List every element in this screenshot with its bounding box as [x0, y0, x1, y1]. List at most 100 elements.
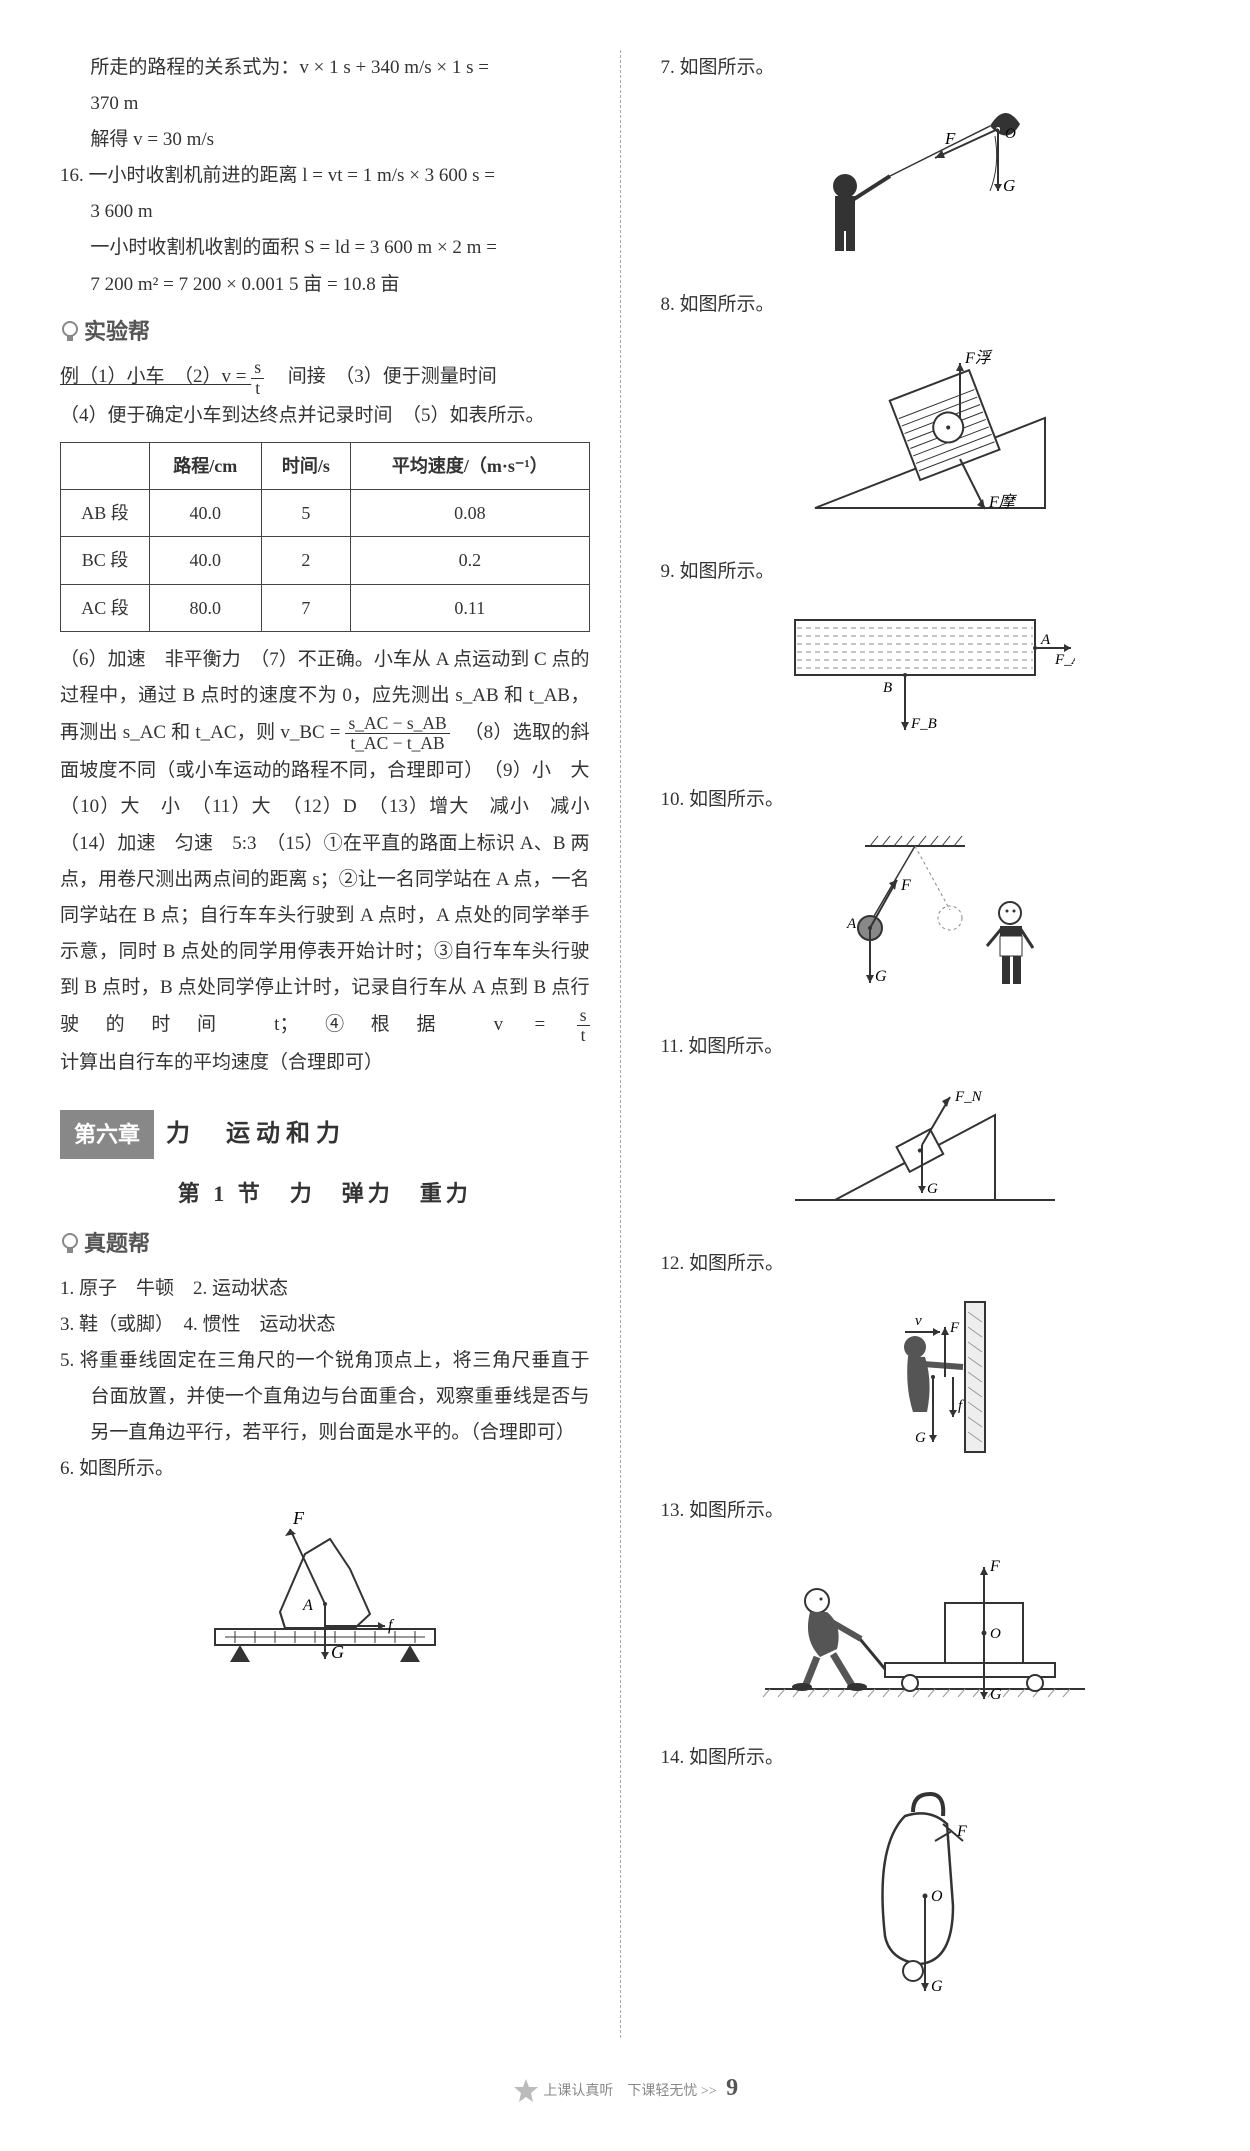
- q-label: 8. 如图所示。: [661, 287, 1191, 323]
- cell: AC 段: [61, 584, 150, 631]
- label-O: O: [1005, 126, 1016, 142]
- label-F: F: [956, 1823, 967, 1840]
- col-time: 时间/s: [261, 442, 351, 489]
- cell: BC 段: [61, 537, 150, 584]
- figure-8: F浮 F摩: [661, 333, 1191, 536]
- cell: 0.08: [351, 490, 589, 537]
- q-label: 12. 如图所示。: [661, 1246, 1191, 1282]
- figure-14: O F G: [661, 1786, 1191, 2019]
- star-icon: [512, 2077, 540, 2105]
- table-row: BC 段 40.0 2 0.2: [61, 537, 590, 584]
- answer-line: 6. 如图所示。: [60, 1451, 590, 1487]
- example-post: 间接 （3）便于测量时间: [269, 367, 497, 388]
- cell: 40.0: [149, 537, 261, 584]
- label-G: G: [915, 1430, 926, 1446]
- label-FB: F_B: [910, 716, 937, 732]
- table-header-row: 路程/cm 时间/s 平均速度/（m·s⁻¹）: [61, 442, 590, 489]
- heading-text: 实验帮: [84, 311, 150, 353]
- left-column: 所走的路程的关系式为：v × 1 s + 340 m/s × 1 s = 370…: [60, 50, 621, 2038]
- example-label: 例（1）小车 （2）v =: [60, 367, 251, 388]
- cell: 40.0: [149, 490, 261, 537]
- col-blank: [61, 442, 150, 489]
- chapter-tag: 第六章: [60, 1110, 154, 1160]
- figure-6: A F f G: [60, 1494, 590, 1677]
- q16-line: 7 200 m² = 7 200 × 0.001 5 亩 = 10.8 亩: [60, 267, 590, 303]
- figure-7: O F G: [661, 96, 1191, 269]
- footer-arrow: >>: [701, 2084, 717, 2099]
- q16-line: 一小时收割机收割的面积 S = ld = 3 600 m × 2 m =: [60, 230, 590, 266]
- right-column: 7. 如图所示。 O F: [641, 50, 1191, 2038]
- q16-line: 3 600 m: [60, 194, 590, 230]
- label-F: F: [944, 129, 956, 148]
- text: 计算出自行车的平均速度（合理即可）: [60, 1052, 383, 1073]
- figure-11: F_N G: [661, 1075, 1191, 1228]
- realq-heading: 真题帮: [60, 1223, 590, 1265]
- fraction: st: [251, 358, 264, 397]
- section-title: 第 1 节 力 弹力 重力: [60, 1173, 590, 1215]
- label-A: A: [846, 916, 857, 932]
- label-Ffloat: F浮: [964, 349, 993, 367]
- label-A: A: [1040, 632, 1051, 648]
- para: 370 m: [60, 86, 590, 122]
- table-row: AC 段 80.0 7 0.11: [61, 584, 590, 631]
- label-F: F: [949, 1320, 960, 1336]
- label-G: G: [927, 1181, 938, 1197]
- label-FN: F_N: [954, 1089, 983, 1105]
- cell: 80.0: [149, 584, 261, 631]
- page-footer: 上课认真听 下课轻无忧 >> 9: [60, 2066, 1190, 2112]
- q-label: 7. 如图所示。: [661, 50, 1191, 86]
- label-FA: F_A: [1054, 652, 1075, 668]
- chapter-title: 力 运动和力: [166, 1112, 346, 1158]
- label-f: f: [958, 1398, 964, 1414]
- chapter-banner: 第六章 力 运动和力: [60, 1110, 590, 1160]
- label-F: F: [900, 877, 911, 894]
- label-O: O: [931, 1888, 943, 1905]
- cell: 5: [261, 490, 351, 537]
- q-label: 10. 如图所示。: [661, 782, 1191, 818]
- cell: 7: [261, 584, 351, 631]
- cell: 0.11: [351, 584, 589, 631]
- answer-paragraph: （6）加速 非平衡力 （7）不正确。小车从 A 点运动到 C 点的过程中，通过 …: [60, 642, 590, 1082]
- cell: AB 段: [61, 490, 150, 537]
- page-number: 9: [726, 2075, 738, 2101]
- para: 解得 v = 30 m/s: [60, 122, 590, 158]
- q-label: 13. 如图所示。: [661, 1493, 1191, 1529]
- text: （8）选取的斜面坡度不同（或小车运动的路程不同，合理即可） （9）小 大 （10…: [60, 722, 609, 1035]
- cell: 0.2: [351, 537, 589, 584]
- label-G: G: [331, 1642, 344, 1662]
- experiment-heading: 实验帮: [60, 311, 590, 353]
- bulb-icon: [60, 319, 80, 345]
- label-Ffric: F摩: [988, 493, 1018, 511]
- label-F: F: [989, 1558, 1000, 1575]
- label-G: G: [875, 968, 887, 985]
- label-O: O: [990, 1626, 1001, 1642]
- bulb-icon: [60, 1231, 80, 1257]
- label-B: B: [883, 680, 892, 696]
- label-v: v: [915, 1313, 922, 1329]
- fraction: s_AC − s_ABt_AC − t_AB: [345, 714, 449, 753]
- example-line: 例（1）小车 （2）v = st 间接 （3）便于测量时间: [60, 358, 590, 397]
- col-distance: 路程/cm: [149, 442, 261, 489]
- label-G: G: [1003, 176, 1015, 195]
- label-A: A: [302, 1597, 313, 1614]
- figure-10: A F G: [661, 828, 1191, 1011]
- speed-table: 路程/cm 时间/s 平均速度/（m·s⁻¹） AB 段 40.0 5 0.08…: [60, 442, 590, 632]
- label-G: G: [990, 1686, 1002, 1703]
- label-G: G: [931, 1978, 943, 1995]
- para: 所走的路程的关系式为：v × 1 s + 340 m/s × 1 s =: [60, 50, 590, 86]
- fraction: st: [577, 1006, 590, 1045]
- label-F: F: [292, 1508, 305, 1528]
- q-label: 11. 如图所示。: [661, 1029, 1191, 1065]
- table-row: AB 段 40.0 5 0.08: [61, 490, 590, 537]
- figure-12: v F f G: [661, 1292, 1191, 1475]
- col-speed: 平均速度/（m·s⁻¹）: [351, 442, 589, 489]
- q16-line: 16. 一小时收割机前进的距离 l = vt = 1 m/s × 3 600 s…: [60, 158, 590, 194]
- cell: 2: [261, 537, 351, 584]
- footer-tagline: 上课认真听 下课轻无忧: [543, 2084, 697, 2099]
- answer-line: 3. 鞋（或脚） 4. 惯性 运动状态: [60, 1307, 590, 1343]
- figure-9: A F_A B F_B: [661, 600, 1191, 763]
- figure-13: O F G: [661, 1539, 1191, 1722]
- heading-text: 真题帮: [84, 1223, 150, 1265]
- q-label: 14. 如图所示。: [661, 1740, 1191, 1776]
- answer-line: 1. 原子 牛顿 2. 运动状态: [60, 1271, 590, 1307]
